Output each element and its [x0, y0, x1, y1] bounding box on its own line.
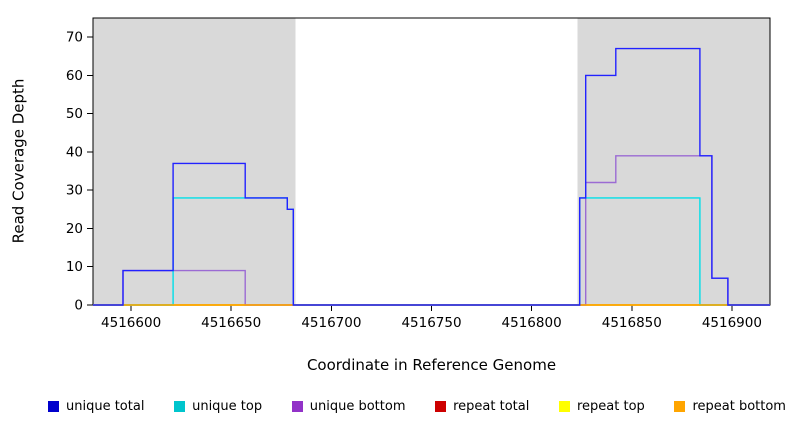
repeat-top-swatch-icon	[559, 401, 570, 412]
legend-item-repeat-total: repeat total	[435, 399, 529, 414]
x-tick-label: 4516800	[502, 315, 562, 331]
y-tick-label: 60	[66, 68, 83, 84]
legend-label-unique-bottom: unique bottom	[309, 399, 406, 414]
x-axis-label: Coordinate in Reference Genome	[306, 356, 557, 374]
y-tick-label: 70	[66, 30, 83, 46]
repeat-bottom-swatch-icon	[674, 401, 686, 412]
legend-label-unique-top: unique top	[192, 399, 263, 414]
y-axis-label: Read Coverage Depth	[9, 78, 28, 244]
y-tick-label: 40	[66, 144, 83, 160]
legend-label-repeat-bottom: repeat bottom	[692, 399, 786, 414]
y-tick-label: 0	[74, 298, 83, 314]
legend-item-unique-top: unique top	[174, 399, 262, 414]
unique-bottom-swatch-icon	[291, 401, 303, 412]
y-tick-label: 10	[66, 259, 83, 275]
legend-item-unique-total: unique total	[48, 399, 144, 414]
y-tick-label: 20	[66, 221, 83, 237]
y-tick-label: 50	[66, 106, 83, 122]
legend-item-unique-bottom: unique bottom	[291, 399, 406, 414]
x-tick-label: 4516650	[201, 315, 261, 331]
legend-label-unique-total: unique total	[66, 399, 145, 414]
legend-label-repeat-top: repeat top	[577, 399, 645, 414]
legend-item-repeat-bottom: repeat bottom	[674, 399, 786, 414]
coverage-plot: 4516600 4516650 4516700 4516750 4516800 45168…	[66, 17, 771, 331]
x-tick-label: 4516750	[401, 315, 461, 331]
x-tick-label: 4516900	[702, 315, 762, 331]
unique-top-swatch-icon	[174, 401, 186, 412]
legend-label-repeat-total: repeat total	[453, 399, 530, 414]
x-tick-label: 4516600	[101, 315, 161, 331]
y-tick-label: 30	[66, 183, 83, 199]
x-tick-label: 4516850	[602, 315, 662, 331]
legend: unique total unique top unique bottom re…	[48, 399, 786, 414]
repeat-total-swatch-icon	[435, 401, 447, 412]
shaded-region	[577, 18, 770, 305]
unique-total-swatch-icon	[48, 401, 59, 412]
series-line-unique-total	[93, 47, 770, 306]
shaded-region	[93, 18, 296, 305]
x-tick-label: 4516700	[301, 315, 361, 331]
legend-item-repeat-top: repeat top	[559, 399, 645, 414]
